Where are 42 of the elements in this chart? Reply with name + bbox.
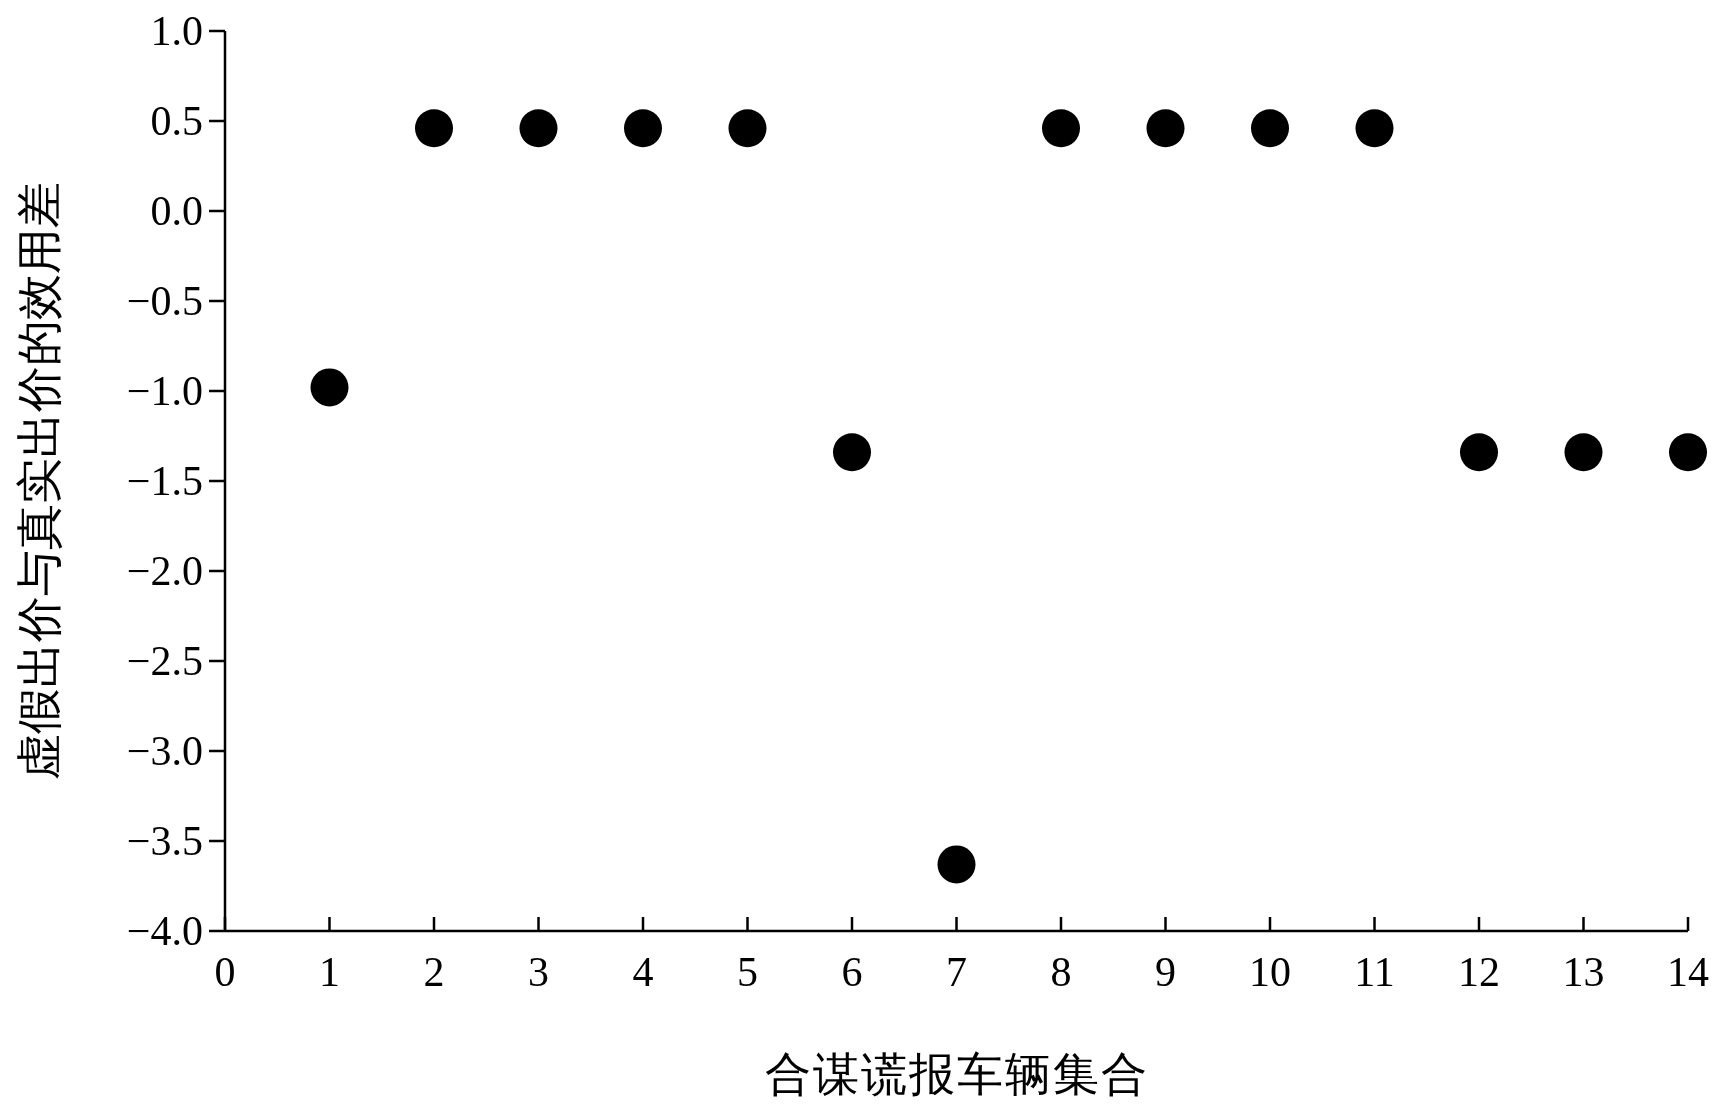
point [310, 368, 349, 407]
x-tick-label: 3 [528, 949, 549, 995]
y-tick-label: −1.5 [126, 458, 203, 504]
y-tick-label: −3.0 [126, 728, 203, 774]
point [1251, 109, 1289, 148]
x-tick-label: 9 [1155, 949, 1176, 995]
point [1460, 433, 1498, 472]
y-tick-label: 0.5 [150, 98, 203, 144]
y-tick-label: −2.5 [126, 638, 203, 684]
x-tick-label: 11 [1354, 949, 1395, 995]
y-tick-label: −1.0 [126, 368, 203, 414]
point [1564, 433, 1603, 472]
point [519, 109, 558, 148]
point [1669, 433, 1707, 472]
x-tick-label: 5 [737, 949, 758, 995]
x-tick-label: 10 [1249, 949, 1291, 995]
y-tick-label: −3.5 [126, 818, 203, 864]
point [833, 433, 871, 472]
point [937, 845, 976, 884]
y-tick-label: −4.0 [126, 908, 203, 954]
point [1042, 109, 1080, 148]
y-tick-label: −0.5 [126, 278, 203, 324]
x-tick-label: 12 [1458, 949, 1500, 995]
point [624, 109, 662, 148]
point [728, 109, 767, 148]
point [1146, 109, 1185, 148]
y-tick-label: 0.0 [150, 188, 203, 234]
y-tick-label: −2.0 [126, 548, 203, 594]
point [1355, 109, 1394, 148]
x-tick-label: 13 [1562, 949, 1605, 995]
point [415, 109, 453, 148]
x-tick-label: 0 [214, 949, 236, 995]
x-tick-label: 4 [632, 949, 654, 995]
x-tick-label: 14 [1667, 949, 1709, 995]
x-axis-title: 合谋谎报车辆集合 [764, 1049, 1149, 1100]
x-tick-label: 8 [1050, 949, 1072, 995]
y-tick-label: 1.0 [150, 8, 203, 54]
x-tick-label: 2 [423, 949, 445, 995]
x-tick-label: 6 [841, 949, 863, 995]
x-tick-label: 7 [946, 949, 967, 995]
x-tick-label: 1 [319, 949, 340, 995]
y-axis-title: 虚假出价与真实出价的效用差 [14, 182, 65, 780]
